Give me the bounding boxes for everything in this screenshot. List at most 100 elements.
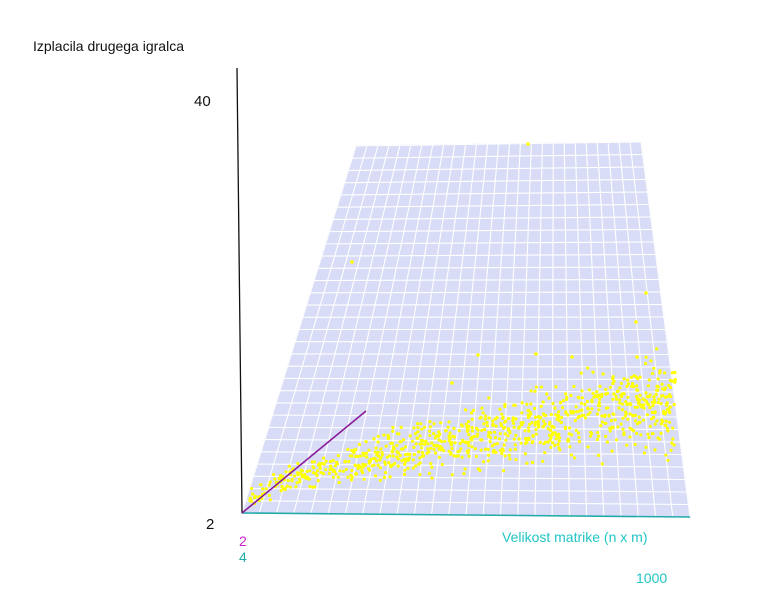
data-point — [644, 445, 648, 449]
data-point — [671, 437, 675, 441]
data-point — [414, 442, 418, 446]
data-point — [644, 391, 648, 395]
data-point — [418, 456, 422, 460]
data-point — [367, 467, 371, 471]
data-point — [595, 437, 599, 442]
data-point — [578, 415, 582, 419]
data-point — [637, 415, 641, 419]
data-point — [520, 423, 524, 427]
data-point — [484, 414, 488, 418]
data-point — [655, 347, 659, 351]
data-point — [464, 422, 468, 426]
data-point — [576, 431, 581, 435]
data-point — [264, 487, 268, 491]
data-point — [557, 410, 561, 414]
data-point — [393, 461, 397, 466]
data-point — [647, 378, 651, 382]
grid-line — [344, 178, 646, 184]
data-point — [633, 419, 638, 423]
data-point — [352, 451, 356, 455]
data-point — [631, 381, 635, 386]
data-point — [619, 393, 623, 397]
data-point — [626, 378, 630, 382]
data-point — [481, 411, 485, 415]
data-point — [619, 422, 623, 426]
grid-line — [310, 291, 661, 294]
data-point — [420, 427, 424, 431]
data-point — [506, 434, 510, 438]
data-point — [549, 436, 553, 440]
data-point — [356, 454, 360, 458]
data-point — [268, 498, 272, 502]
data-point — [539, 404, 543, 408]
data-point — [570, 355, 574, 359]
data-points — [248, 142, 677, 506]
data-point — [533, 423, 537, 427]
data-point — [580, 413, 584, 418]
data-point — [372, 463, 376, 467]
data-point — [549, 445, 553, 449]
data-point — [645, 413, 650, 417]
data-point — [608, 426, 612, 430]
data-point — [591, 370, 595, 374]
data-point — [467, 424, 471, 428]
grid-line — [352, 153, 643, 159]
data-point — [624, 400, 628, 404]
data-point — [530, 460, 535, 465]
data-point — [376, 450, 380, 454]
data-point — [642, 418, 646, 422]
data-point — [656, 385, 660, 389]
data-point — [631, 413, 635, 418]
data-point — [628, 426, 632, 430]
data-point — [308, 469, 312, 473]
data-point — [608, 385, 613, 389]
data-point — [437, 455, 441, 459]
data-point — [471, 408, 476, 412]
data-point — [300, 475, 304, 479]
data-point — [492, 448, 496, 452]
data-point — [447, 434, 451, 438]
grid-line — [355, 141, 642, 147]
data-point — [557, 432, 561, 436]
data-point — [296, 461, 300, 466]
data-point — [470, 438, 474, 442]
data-point — [655, 419, 659, 423]
z-axis-label: Izplacila drugega igralca — [33, 38, 184, 54]
data-point — [327, 471, 332, 475]
data-point — [285, 484, 289, 488]
grid-line — [279, 390, 674, 393]
data-point — [653, 401, 657, 405]
data-point — [470, 417, 474, 421]
data-point — [525, 402, 529, 406]
data-point — [331, 459, 335, 463]
data-point — [513, 443, 517, 447]
data-point — [597, 453, 601, 457]
data-point — [556, 442, 560, 447]
data-point — [493, 442, 497, 446]
data-point — [372, 437, 376, 441]
data-point — [569, 393, 573, 397]
data-point — [610, 449, 614, 453]
data-point — [419, 422, 423, 426]
data-point — [344, 467, 348, 472]
data-point — [373, 450, 377, 454]
data-point — [577, 435, 581, 439]
data-point — [536, 422, 541, 426]
data-point — [611, 397, 615, 401]
data-point — [670, 379, 674, 383]
grid-line — [291, 353, 669, 356]
data-point — [654, 392, 658, 396]
data-point — [479, 415, 483, 419]
data-point — [566, 413, 570, 417]
data-point — [308, 484, 312, 489]
data-point — [487, 433, 491, 438]
data-point — [651, 404, 655, 408]
data-point — [375, 459, 379, 463]
data-point — [600, 414, 604, 418]
data-point — [520, 401, 524, 405]
data-point — [329, 464, 333, 468]
data-point — [541, 459, 545, 463]
data-point — [438, 444, 442, 449]
data-point — [498, 432, 502, 436]
data-point — [474, 454, 478, 459]
